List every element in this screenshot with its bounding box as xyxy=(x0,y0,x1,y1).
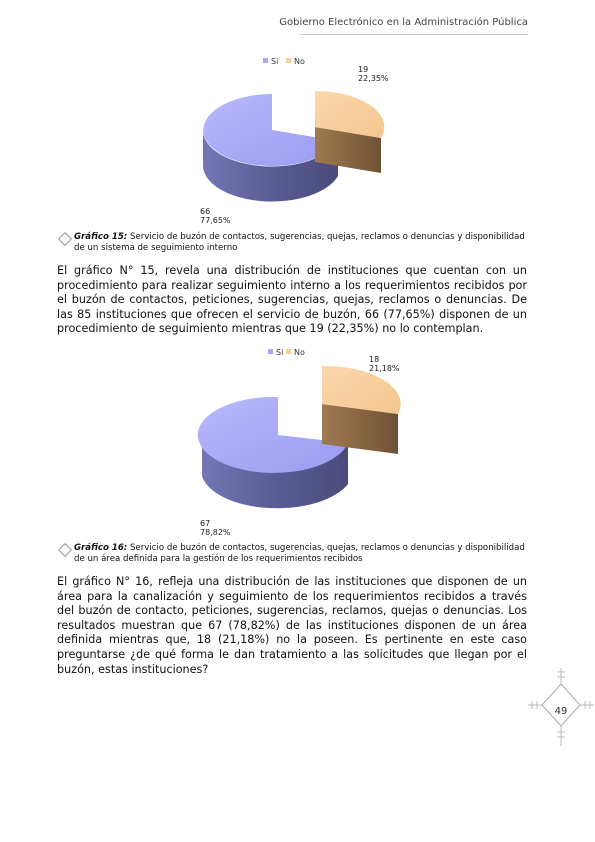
legend-swatch-si xyxy=(268,349,273,354)
pie-slice-si xyxy=(197,396,348,473)
pie-chart-15-svg: Si No 19 22,35% 66 77,65% xyxy=(200,57,389,225)
data-label-si-value: 67 xyxy=(200,519,210,528)
legend-label-si: Si xyxy=(271,57,278,66)
data-label-no-percent: 22,35% xyxy=(358,74,389,83)
caption-label: Gráfico 15: xyxy=(74,232,128,242)
data-label-si-percent: 78,82% xyxy=(200,528,231,537)
legend-swatch-si xyxy=(263,58,268,63)
page-ornament-icon xyxy=(528,668,594,746)
legend-label-no: No xyxy=(294,57,305,66)
paragraph-2: El gráfico N° 16, refleja una distribuci… xyxy=(57,575,527,676)
data-label-no-value: 19 xyxy=(358,65,368,74)
pie-chart-15: Si No 19 22,35% 66 77,65% xyxy=(0,50,595,230)
data-label-no-value: 18 xyxy=(369,355,379,364)
legend-label-si: Si xyxy=(276,348,283,357)
pie-slice-no xyxy=(315,90,385,138)
header-rule xyxy=(300,34,528,35)
pie-chart-16-svg: Si No 18 21,18% 67 78,82% xyxy=(197,348,401,537)
page-number-ornament: 49 xyxy=(528,668,594,746)
caption-diamond-icon xyxy=(57,231,73,247)
legend-swatch-no xyxy=(286,349,291,354)
figure-caption-15: Gráfico 15: Servicio de buzón de contact… xyxy=(57,231,530,254)
legend-swatch-no xyxy=(286,58,291,63)
caption-label: Gráfico 16: xyxy=(74,543,128,553)
data-label-si-percent: 77,65% xyxy=(200,216,231,225)
caption-diamond-icon xyxy=(57,542,73,558)
pie-slice-no-side xyxy=(315,127,381,173)
pie-slice-no xyxy=(322,365,401,414)
pie-slice-no-side xyxy=(322,404,398,454)
data-label-no-percent: 21,18% xyxy=(369,364,400,373)
caption-text: Servicio de buzón de contactos, sugerenc… xyxy=(74,543,525,564)
pie-chart-16: Si No 18 21,18% 67 78,82% xyxy=(0,342,595,542)
pie-slice-si-side xyxy=(202,130,338,202)
caption-text: Servicio de buzón de contactos, sugerenc… xyxy=(74,232,525,253)
legend-label-no: No xyxy=(294,348,305,357)
paragraph-1: El gráfico N° 15, revela una distribució… xyxy=(57,264,527,336)
pie-slice-si xyxy=(203,94,338,166)
page-number: 49 xyxy=(554,706,568,717)
running-header: Gobierno Electrónico en la Administració… xyxy=(279,17,528,28)
figure-caption-16: Gráfico 16: Servicio de buzón de contact… xyxy=(57,542,530,565)
data-label-si-value: 66 xyxy=(200,207,210,216)
